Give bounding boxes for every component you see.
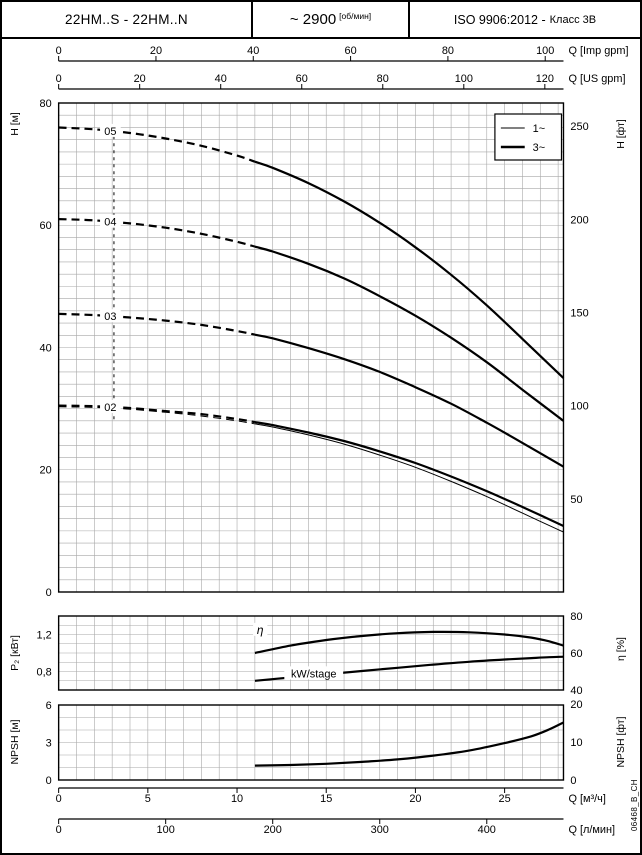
- svg-text:80: 80: [377, 73, 389, 85]
- curve-head-03: [254, 333, 565, 468]
- svg-text:20: 20: [134, 73, 146, 85]
- svg-text:20: 20: [409, 793, 421, 805]
- curve-power-η: [254, 630, 564, 655]
- svg-text:100: 100: [455, 73, 473, 85]
- svg-text:40: 40: [40, 342, 52, 354]
- curve-label-03: 03: [104, 311, 116, 323]
- curve-head-s4: [254, 423, 564, 533]
- curve-label-05: 05: [104, 126, 116, 138]
- curve-npsh-s0: [254, 721, 564, 767]
- curve-label-04: 04: [104, 217, 116, 229]
- svg-text:120: 120: [536, 73, 554, 85]
- svg-text:0: 0: [56, 824, 62, 836]
- svg-text:Q [м³/ч]: Q [м³/ч]: [568, 793, 605, 805]
- header: 22HM..S - 22HM..N ~ 2900 [об/мин] ISO 99…: [2, 2, 640, 39]
- svg-text:0: 0: [46, 775, 52, 787]
- curve-label-02: 02: [104, 402, 116, 414]
- svg-text:80: 80: [442, 45, 454, 57]
- svg-text:400: 400: [478, 824, 496, 836]
- svg-text:Q [Imp gpm]: Q [Imp gpm]: [568, 45, 628, 57]
- standard-class: Класс 3B: [549, 13, 597, 26]
- svg-text:200: 200: [264, 824, 282, 836]
- svg-text:300: 300: [371, 824, 389, 836]
- svg-text:20: 20: [40, 465, 52, 477]
- svg-text:60: 60: [296, 73, 308, 85]
- y-axis-label-right-power: η [%]: [616, 637, 627, 661]
- y-axis-label-right-npsh: NPSH [фт]: [615, 716, 627, 767]
- svg-text:Q [л/мин]: Q [л/мин]: [568, 824, 615, 836]
- svg-text:0: 0: [46, 587, 52, 599]
- svg-text:0: 0: [56, 793, 62, 805]
- curve-head-03-dashed: [58, 312, 256, 336]
- legend: 1~ 3~: [494, 113, 563, 161]
- svg-text:20: 20: [570, 699, 582, 711]
- svg-text:0: 0: [56, 73, 62, 85]
- svg-text:10: 10: [231, 793, 243, 805]
- y-axis-label-npsh: NPSH [м]: [10, 719, 21, 764]
- flow-axis-us-gpm: 0 20 40 60 80 100 120 Q [US gpm]: [56, 73, 625, 90]
- svg-text:100: 100: [157, 824, 175, 836]
- svg-text:100: 100: [570, 401, 588, 413]
- curve-head-05-dashed: [58, 126, 256, 163]
- svg-text:6: 6: [46, 700, 52, 712]
- svg-text:250: 250: [570, 121, 588, 133]
- svg-text:40: 40: [570, 685, 582, 697]
- flow-axis-m3h: 0 5 10 15 20 25 Q [м³/ч]: [56, 787, 606, 805]
- svg-text:80: 80: [570, 611, 582, 623]
- panel-npsh: 0 3 6 0 10 20 NPSH [м] NPSH [фт]: [10, 699, 627, 787]
- panel-power: 0,8 1,2 40 60 80 P₂ [кВт] η [%] η kW/stage: [10, 611, 627, 697]
- svg-text:60: 60: [570, 648, 582, 660]
- svg-text:25: 25: [499, 793, 511, 805]
- svg-text:100: 100: [536, 45, 554, 57]
- legend-label-3~: 3~: [533, 142, 545, 154]
- svg-text:15: 15: [320, 793, 332, 805]
- y-axis-label-power: P₂ [кВт]: [10, 635, 21, 671]
- svg-text:20: 20: [150, 45, 162, 57]
- svg-text:80: 80: [40, 98, 52, 110]
- svg-text:150: 150: [570, 308, 588, 320]
- svg-text:40: 40: [215, 73, 227, 85]
- curve-head-04-dashed: [58, 218, 256, 248]
- speed-unit: [об/мин]: [339, 10, 372, 21]
- curve-head-02: [254, 421, 564, 527]
- standard-cell: ISO 9906:2012 - Класс 3B: [410, 2, 640, 37]
- curve-label-kW/stage: kW/stage: [291, 668, 337, 680]
- svg-text:40: 40: [247, 45, 259, 57]
- pump-curves-chart: 0 20 40 60 80 100 Q [Imp gpm]0 20 40 60 80 100 120 Q …: [10, 45, 629, 836]
- curve-head-02-dashed: [58, 404, 256, 424]
- curve-head-05: [254, 160, 565, 379]
- flow-axis-lmin: 0 100 200 300 400 Q [л/мин]: [56, 818, 615, 836]
- svg-text:5: 5: [145, 793, 151, 805]
- speed-value: ~ 2900: [289, 11, 337, 28]
- curve-head-s4-dashed: [58, 406, 255, 425]
- legend-label-1~: 1~: [533, 123, 545, 135]
- svg-text:0,8: 0,8: [37, 666, 52, 678]
- curve-label-η: η: [257, 623, 264, 637]
- standard-text: ISO 9906:2012 -: [453, 12, 546, 27]
- speed-cell: ~ 2900 [об/мин]: [253, 2, 410, 37]
- svg-text:3: 3: [46, 737, 52, 749]
- svg-text:0: 0: [570, 775, 576, 787]
- model-title-cell: 22HM..S - 22HM..N: [2, 2, 253, 37]
- curve-head-04: [254, 245, 565, 422]
- svg-text:60: 60: [40, 220, 52, 232]
- document-code-watermark: 06468_B_CH: [630, 778, 639, 831]
- svg-text:60: 60: [345, 45, 357, 57]
- flow-axis-imp-gpm: 0 20 40 60 80 100 Q [Imp gpm]: [56, 45, 629, 62]
- svg-text:200: 200: [570, 214, 588, 226]
- svg-text:0: 0: [56, 45, 62, 57]
- svg-text:50: 50: [570, 494, 582, 506]
- y-axis-label-head: H [м]: [10, 112, 21, 136]
- model-title: 22HM..S - 22HM..N: [65, 12, 188, 27]
- y-axis-label-right-head: H [фт]: [615, 119, 627, 149]
- svg-text:10: 10: [570, 737, 582, 749]
- svg-text:Q [US gpm]: Q [US gpm]: [568, 73, 625, 85]
- svg-text:1,2: 1,2: [37, 629, 52, 641]
